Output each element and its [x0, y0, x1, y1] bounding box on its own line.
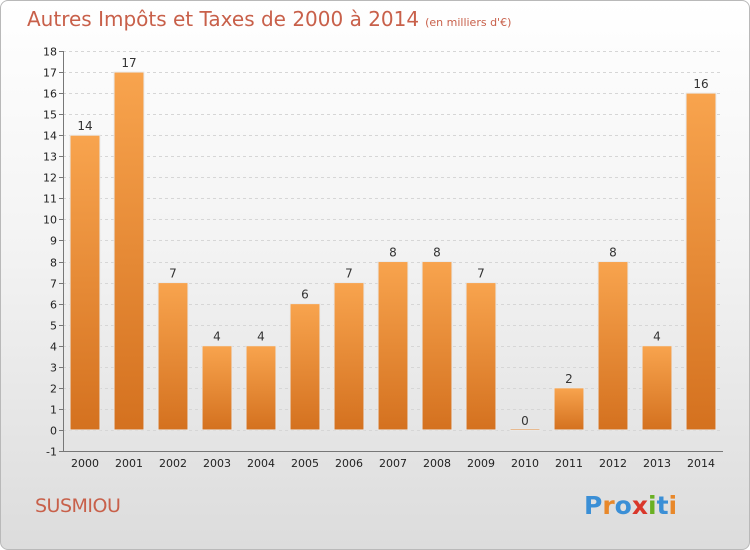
logo-letter: i	[668, 491, 678, 520]
data-label: 7	[345, 267, 353, 281]
logo-letter: P	[584, 491, 603, 520]
y-tick-label: 3	[50, 362, 57, 375]
y-tick-label: -1	[46, 446, 57, 459]
logo-letter: o	[614, 491, 632, 520]
y-tick-label: 0	[50, 425, 57, 438]
y-tick-label: 2	[50, 383, 57, 396]
bar	[597, 261, 629, 431]
data-label: 2	[565, 372, 573, 386]
y-tick-label: 7	[50, 278, 57, 291]
logo-letter: x	[631, 491, 648, 520]
x-tick-label: 2011	[555, 457, 583, 470]
y-tick-label: 16	[43, 88, 57, 101]
bar	[553, 387, 585, 431]
chart-title-text: Autres Impôts et Taxes de 2000 à 2014	[27, 7, 420, 31]
x-tick-label: 2002	[159, 457, 187, 470]
x-tick-label: 2001	[115, 457, 143, 470]
bar	[113, 71, 145, 431]
y-tick-label: 17	[43, 67, 57, 80]
x-tick-label: 2014	[687, 457, 715, 470]
bars: 14 17 7 4 4 6 7 8 8 7 0 2 8 4 16	[69, 56, 717, 431]
y-tick-label: 1	[50, 404, 57, 417]
logo-letter: r	[602, 491, 615, 520]
data-label: 14	[77, 119, 92, 133]
x-tick-label: 2010	[511, 457, 539, 470]
y-tick-label: 8	[50, 257, 57, 270]
logo-letter: i	[648, 491, 657, 520]
x-tick-label: 2007	[379, 457, 407, 470]
x-tick-label: 2003	[203, 457, 231, 470]
commune-name: SUSMIOU	[35, 495, 121, 517]
y-tick-label: 10	[43, 214, 57, 227]
y-tick-label: 18	[43, 46, 57, 59]
data-label: 16	[693, 77, 708, 91]
chart-title: Autres Impôts et Taxes de 2000 à 2014 (en…	[27, 7, 511, 31]
y-tick-label: 11	[43, 193, 57, 206]
data-label: 8	[609, 246, 617, 260]
bar	[641, 345, 673, 431]
y-tick-label: 9	[50, 235, 57, 248]
chart-subtitle: (en milliers d'€)	[425, 16, 512, 29]
bar	[685, 92, 717, 431]
x-tick-label: 2000	[71, 457, 99, 470]
bar	[157, 282, 189, 431]
bar	[289, 303, 321, 431]
y-tick-label: 5	[50, 320, 57, 333]
data-label: 8	[389, 246, 397, 260]
bar	[333, 282, 365, 431]
x-tick-label: 2008	[423, 457, 451, 470]
proxiti-logo: Proxiti	[584, 491, 677, 520]
data-label: 4	[257, 330, 265, 344]
y-tick-label: 14	[43, 130, 57, 143]
x-tick-label: 2013	[643, 457, 671, 470]
logo-letter: t	[656, 491, 669, 520]
bar	[69, 134, 101, 431]
y-tick-label: 12	[43, 172, 57, 185]
data-label: 8	[433, 246, 441, 260]
bar	[421, 261, 453, 431]
bar	[245, 345, 277, 431]
x-tick-label: 2004	[247, 457, 275, 470]
bar	[465, 282, 497, 431]
data-label: 6	[301, 288, 309, 302]
bar	[509, 428, 541, 431]
bar	[201, 345, 233, 431]
x-tick-label: 2012	[599, 457, 627, 470]
y-tick-label: 13	[43, 151, 57, 164]
data-label: 17	[121, 56, 136, 70]
data-label: 7	[477, 267, 485, 281]
y-tick-label: 6	[50, 299, 57, 312]
x-tick-label: 2005	[291, 457, 319, 470]
y-tick-label: 4	[50, 341, 57, 354]
axes	[63, 51, 723, 452]
x-tick-label: 2009	[467, 457, 495, 470]
data-label: 0	[521, 414, 529, 428]
data-label: 4	[653, 330, 661, 344]
data-label: 7	[169, 267, 177, 281]
bar	[377, 261, 409, 431]
data-label: 4	[213, 330, 221, 344]
y-tick-label: 15	[43, 109, 57, 122]
x-axis-ticks: 2000 2001 2002 2003 2004 2005 2006 2007 2008 2009…	[71, 457, 715, 470]
x-tick-label: 2006	[335, 457, 363, 470]
